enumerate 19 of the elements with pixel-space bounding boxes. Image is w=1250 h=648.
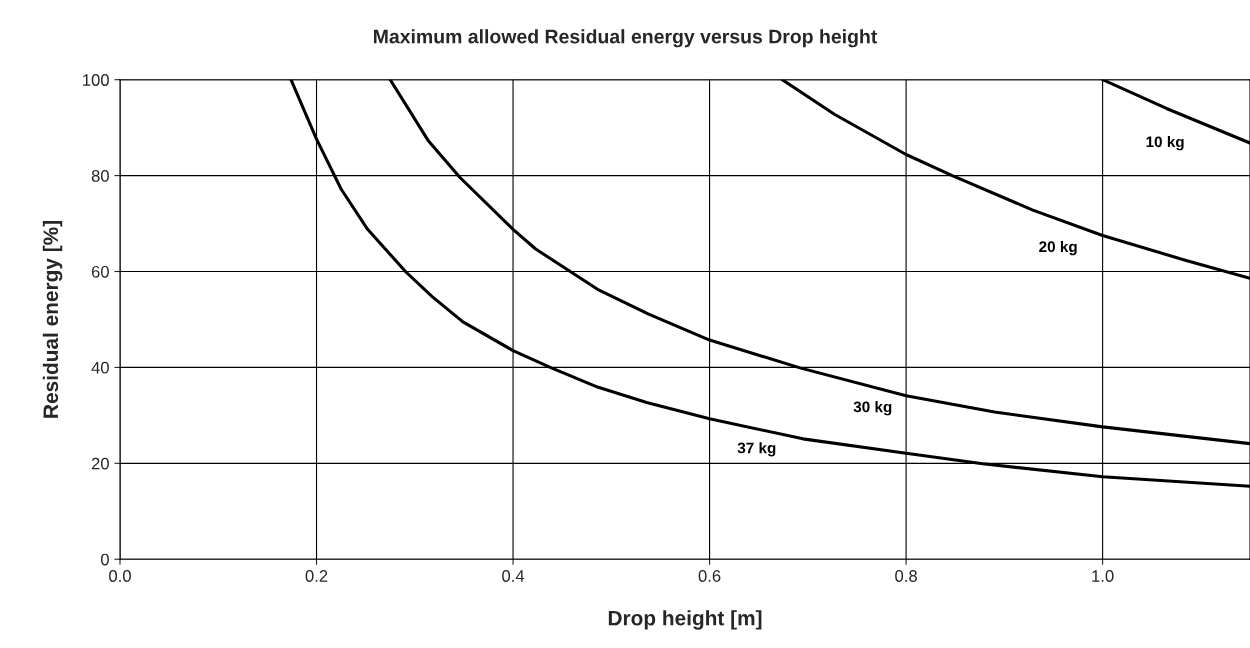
x-tick-label: 0.6: [698, 570, 721, 582]
x-tick-label: 0.4: [502, 570, 525, 582]
y-tick-label: 80: [91, 170, 109, 182]
series-label: 37 kg: [737, 442, 776, 457]
y-tick-label: 40: [91, 361, 109, 374]
series-label: 10 kg: [1146, 136, 1184, 151]
chart-title: Maximum allowed Residual energy versus Drop height: [374, 29, 878, 48]
x-tick-label: 0.0: [109, 570, 131, 582]
series-label: 20 kg: [1039, 240, 1077, 256]
y-tick-label: 0: [100, 553, 109, 566]
series-label: 30 kg: [853, 401, 892, 416]
y-tick-label: 100: [83, 74, 109, 86]
x-axis-title: Drop height [m]: [608, 610, 762, 630]
y-tick-label: 60: [91, 265, 109, 278]
y-axis-title: Residual energy [%]: [42, 221, 63, 418]
x-tick-label: 0.2: [305, 570, 328, 582]
y-tick-label: 20: [91, 457, 109, 470]
x-tick-label: 0.8: [895, 570, 917, 582]
x-tick-label: 1.0: [1092, 570, 1114, 582]
